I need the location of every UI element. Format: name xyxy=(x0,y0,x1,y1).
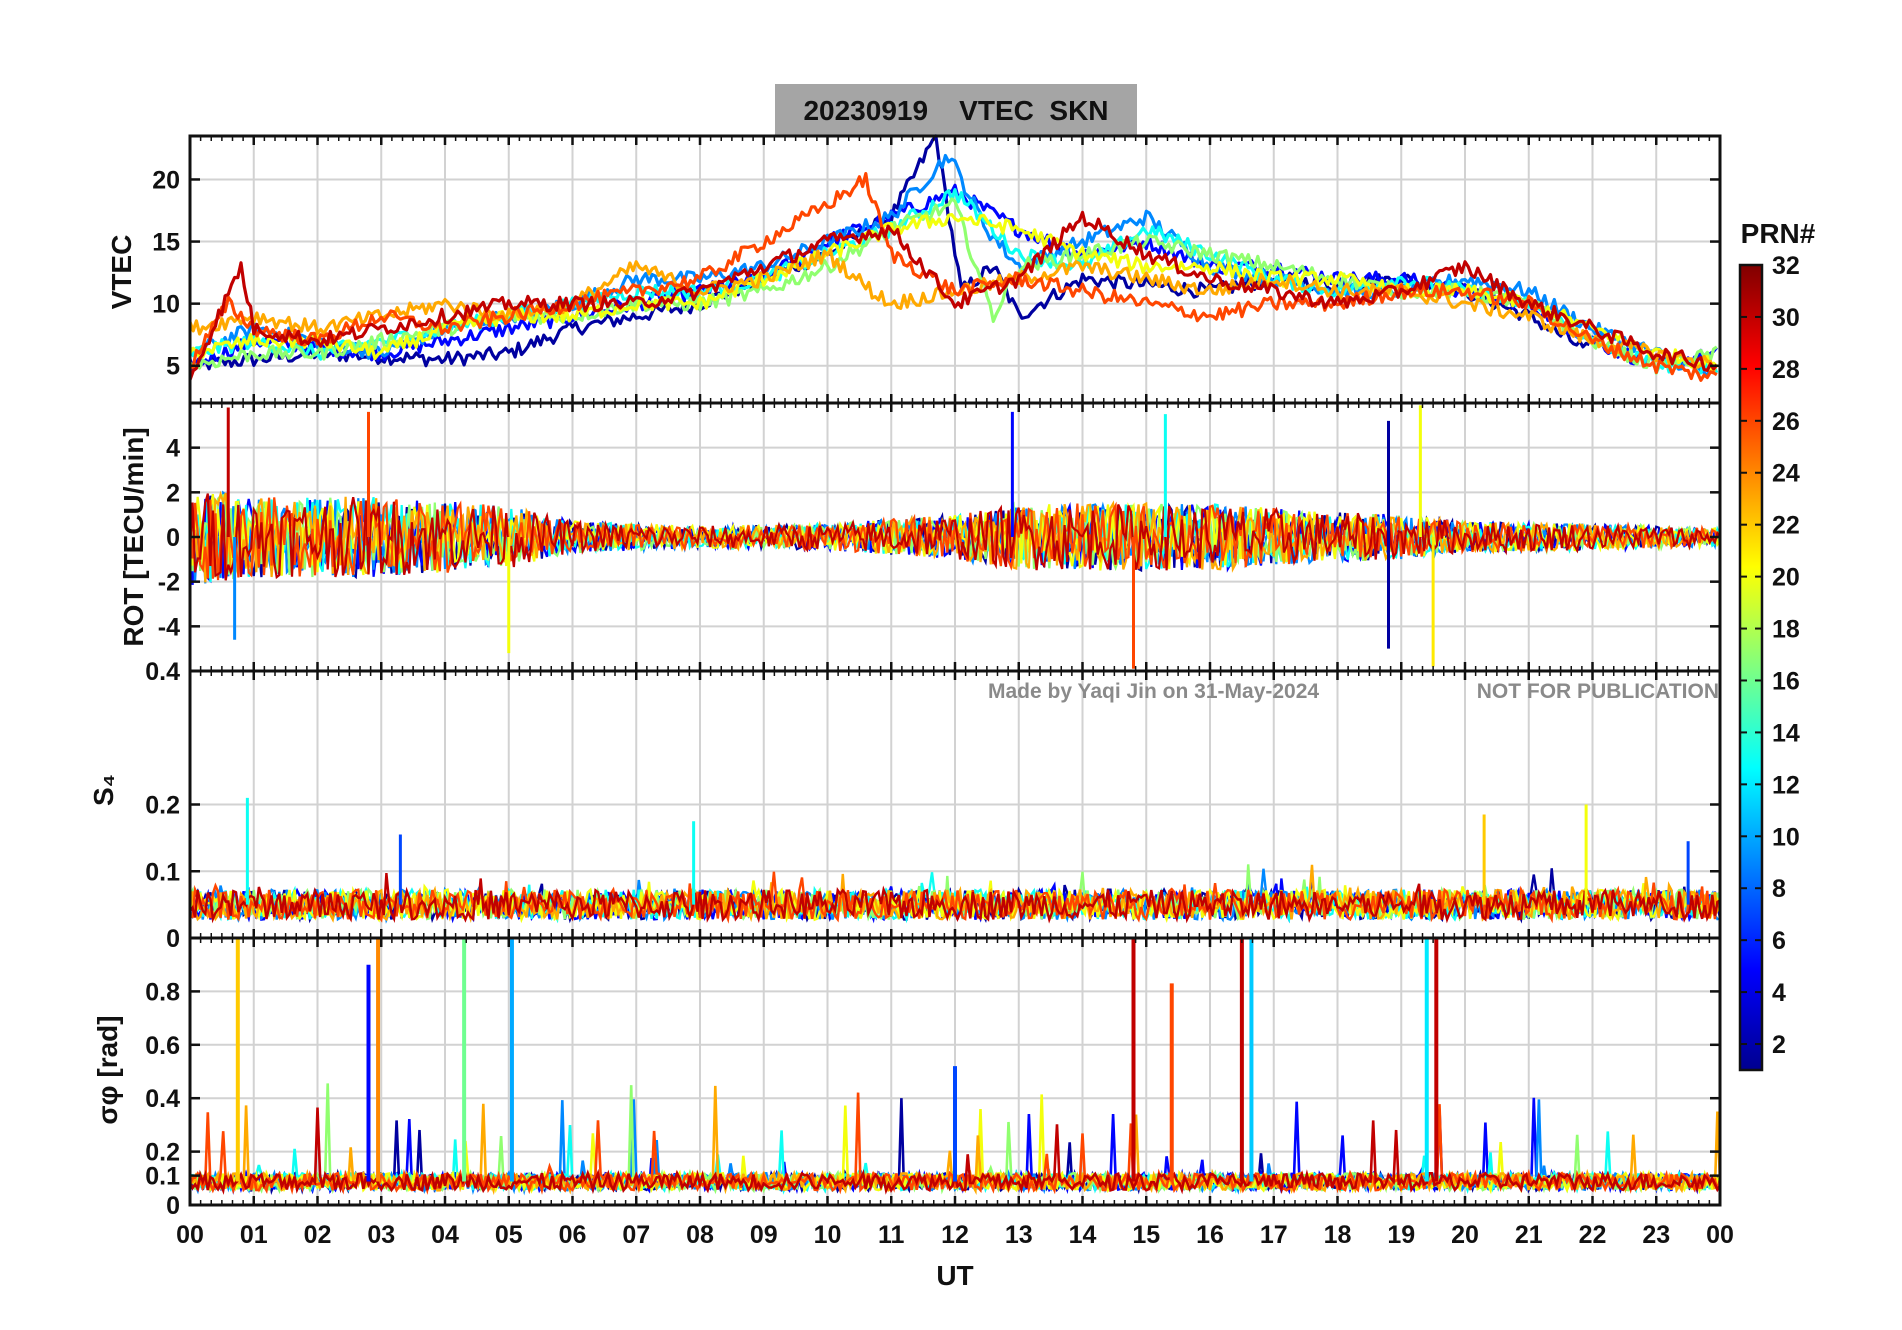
s4-ytick-label: 0.1 xyxy=(145,858,180,886)
s4-series-prn-30 xyxy=(188,872,1721,924)
x-tick-label: 14 xyxy=(1069,1221,1097,1249)
x-tick-label: 22 xyxy=(1579,1221,1607,1249)
colorbar-tick-label: 32 xyxy=(1772,252,1800,280)
rot-ylabel: ROT [TECU/min] xyxy=(118,427,149,646)
vtec-series-prn-26 xyxy=(189,172,1718,382)
x-tick-label: 02 xyxy=(304,1221,332,1249)
s4-series-prn-26 xyxy=(189,871,1722,924)
colorbar-tick-label: 18 xyxy=(1772,616,1800,644)
rot-ytick-label: -4 xyxy=(158,613,180,641)
s4-panel: 0 0.1 0.2 0.4 xyxy=(145,658,1722,953)
sigma_phi-ytick-label: 0.4 xyxy=(145,1085,180,1113)
rot-ytick-label: 0 xyxy=(166,524,180,552)
colorbar-tick-label: 30 xyxy=(1772,304,1800,332)
rot-ytick-label: -2 xyxy=(158,569,180,597)
x-tick-label: 17 xyxy=(1260,1221,1288,1249)
x-tick-label: 08 xyxy=(686,1221,714,1249)
vtec-ytick-label: 5 xyxy=(166,353,180,381)
colorbar-tick-label: 12 xyxy=(1772,771,1800,799)
x-axis-label: UT xyxy=(936,1260,973,1291)
title-box: 20230919 VTEC SKN xyxy=(775,84,1137,135)
chart-title: 20230919 VTEC SKN xyxy=(803,95,1108,126)
colorbar-gradient xyxy=(1738,263,1764,1072)
colorbar-tick-label: 16 xyxy=(1772,667,1800,695)
sigma_phi-ytick-label: 0.2 xyxy=(145,1139,180,1167)
x-tick-label: 09 xyxy=(750,1221,778,1249)
colorbar-label: PRN# xyxy=(1741,218,1816,249)
s4-ytick-label: 0.4 xyxy=(145,658,180,686)
colorbar-tick-label: 10 xyxy=(1772,823,1800,851)
x-tick-label: 12 xyxy=(941,1221,969,1249)
x-tick-label: 10 xyxy=(814,1221,842,1249)
sigma_phi-ytick-label: 0 xyxy=(166,1192,180,1220)
x-tick-label: 11 xyxy=(878,1221,905,1249)
vtec-ytick-label: 10 xyxy=(152,291,180,319)
sigma-phi-panel: 00.10.2 0.4 0.6 0.8 xyxy=(145,936,1722,1220)
s4-ytick-label: 0.2 xyxy=(145,792,180,820)
s4-ytick-label: 0 xyxy=(166,925,180,953)
watermark-author: Made by Yaqi Jin on 31-May-2024 xyxy=(988,680,1319,703)
x-tick-label: 05 xyxy=(495,1221,523,1249)
colorbar-tick-label: 6 xyxy=(1772,927,1786,955)
sigma_phi-ytick-label: 0.6 xyxy=(145,1032,180,1060)
vtec-series-prn-23 xyxy=(188,248,1719,373)
watermark-notice: NOT FOR PUBLICATION xyxy=(1477,680,1719,703)
x-tick-label: 07 xyxy=(622,1221,650,1249)
rot-ytick-label: 2 xyxy=(166,479,180,507)
x-tick-label: 23 xyxy=(1642,1221,1670,1249)
x-tick-label: 19 xyxy=(1387,1221,1415,1249)
x-tick-label: 20 xyxy=(1451,1221,1479,1249)
x-tick-label: 00 xyxy=(1706,1221,1734,1249)
colorbar-tick-label: 20 xyxy=(1772,564,1800,592)
colorbar-tick-label: 26 xyxy=(1772,408,1800,436)
s4-ylabel: S₄ xyxy=(88,774,119,806)
x-tick-label: 03 xyxy=(367,1221,395,1249)
x-tick-label: 13 xyxy=(1005,1221,1033,1249)
colorbar-tick-label: 22 xyxy=(1772,512,1800,540)
x-tick-label: 16 xyxy=(1196,1221,1224,1249)
vtec-ytick-label: 15 xyxy=(152,229,180,257)
colorbar-tick-label: 24 xyxy=(1772,460,1800,488)
x-tick-label: 06 xyxy=(559,1221,587,1249)
x-tick-labels: 00 01 02 03 04 05 06 07 08 09 10 11 12 13 14 15 16 17 18 19… xyxy=(176,1221,1734,1249)
x-tick-label: 15 xyxy=(1132,1221,1160,1249)
rot-series-prn-30 xyxy=(188,493,1721,581)
sigma_phi-ytick-label: 0.8 xyxy=(145,978,180,1006)
vtec-panel: 5 10 15 20 xyxy=(152,134,1722,405)
x-tick-label: 18 xyxy=(1324,1221,1352,1249)
vtec-series-prn-30 xyxy=(188,210,1719,381)
colorbar-tick-label: 8 xyxy=(1772,875,1786,903)
vtec-series-prn-20 xyxy=(188,213,1718,373)
vtec-ytick-label: 20 xyxy=(152,166,180,194)
colorbar-tick-label: 14 xyxy=(1772,719,1800,747)
colorbar-tick-label: 2 xyxy=(1772,1031,1786,1059)
x-tick-label: 21 xyxy=(1515,1221,1543,1249)
vtec-ylabel: VTEC xyxy=(106,235,137,310)
x-tick-label: 00 xyxy=(176,1221,204,1249)
sigma-series-prn-26 xyxy=(188,1092,1722,1195)
colorbar-tick-label: 28 xyxy=(1772,356,1800,384)
sigma-phi-ylabel: σφ [rad] xyxy=(92,1015,123,1124)
rot-ytick-label: 4 xyxy=(166,435,180,463)
s4-series-prn-20 xyxy=(188,880,1721,924)
colorbar-tick-label: 4 xyxy=(1772,979,1786,1007)
sigma_phi-ytick-label: 0.1 xyxy=(145,1163,180,1191)
x-tick-label: 04 xyxy=(431,1221,459,1249)
x-tick-label: 01 xyxy=(240,1221,268,1249)
rot-panel: -4 -2 0 2 4 xyxy=(158,401,1722,673)
